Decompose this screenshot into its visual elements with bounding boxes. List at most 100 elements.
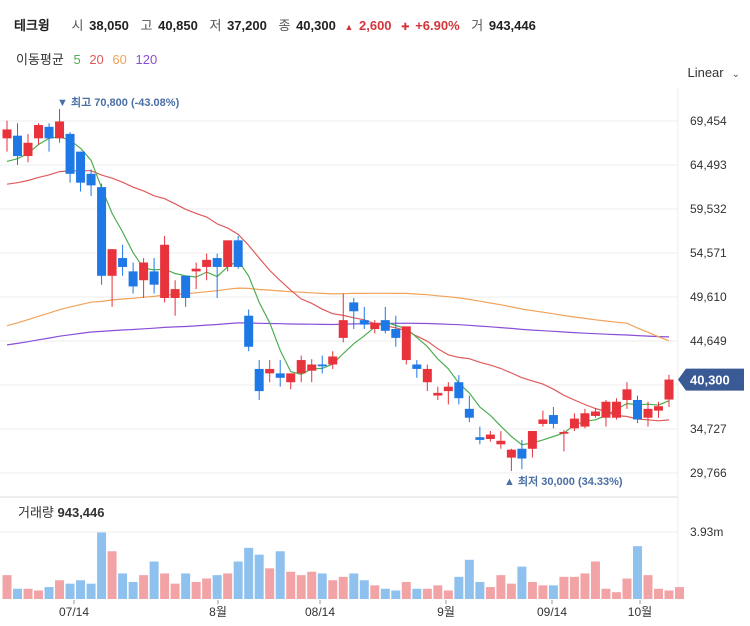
volume-bar bbox=[13, 588, 23, 599]
candle-body bbox=[202, 259, 212, 267]
candle-body bbox=[548, 415, 558, 424]
candle-body bbox=[496, 440, 506, 445]
x-tick-label: 10월 bbox=[628, 605, 652, 619]
candle-body bbox=[170, 289, 180, 298]
stock-name: 테크윙 bbox=[14, 18, 50, 33]
volume-bar bbox=[590, 561, 600, 599]
price-tick-label: 64,493 bbox=[690, 158, 727, 172]
volume-bar bbox=[55, 580, 65, 599]
candle-body bbox=[349, 302, 359, 312]
candle-body bbox=[2, 129, 12, 139]
volume-bar bbox=[433, 585, 443, 599]
scale-selector[interactable]: Linear ⌄ bbox=[687, 65, 740, 80]
candle-body bbox=[254, 368, 264, 392]
candle-body bbox=[76, 151, 86, 183]
ma20-label[interactable]: 20 bbox=[89, 52, 104, 67]
volume-bar bbox=[632, 546, 642, 599]
volume-bar bbox=[559, 576, 569, 599]
volume-bar bbox=[475, 581, 485, 599]
candle-body bbox=[107, 249, 117, 276]
candle-body bbox=[128, 271, 138, 287]
volume-bar bbox=[569, 576, 579, 599]
volume-bar bbox=[223, 573, 233, 599]
candle-body bbox=[223, 240, 233, 267]
price-tick-label: 29,766 bbox=[690, 466, 727, 480]
candle-body bbox=[370, 322, 380, 330]
volume-bar bbox=[139, 575, 149, 599]
volume-bar bbox=[401, 581, 411, 599]
volume-bar bbox=[160, 573, 170, 599]
volume-bar bbox=[601, 588, 611, 599]
volume-label: 거 bbox=[471, 18, 484, 33]
candle-body bbox=[401, 326, 411, 361]
candle-body bbox=[44, 126, 54, 139]
candle-body bbox=[34, 125, 44, 139]
current-price-badge bbox=[678, 368, 744, 391]
candle-body bbox=[632, 399, 642, 420]
up-arrow-icon: ▲ bbox=[344, 22, 354, 32]
low-value: 37,200 bbox=[227, 18, 267, 33]
candle-body bbox=[664, 379, 674, 400]
volume-bar bbox=[454, 576, 464, 599]
candle-body bbox=[328, 356, 338, 365]
volume-bar bbox=[107, 551, 117, 599]
ticker-header: 테크윙 시 38,050 고 40,850 저 37,200 종 40,300 … bbox=[14, 15, 538, 34]
candle-body bbox=[443, 386, 453, 392]
change-value: 2,600 bbox=[359, 18, 392, 33]
candle-body bbox=[433, 392, 443, 396]
volume-bar bbox=[349, 573, 359, 599]
high-value: 40,850 bbox=[158, 18, 198, 33]
candle-body bbox=[23, 142, 33, 157]
change-percent: +6.90% bbox=[415, 18, 460, 33]
ma5-label[interactable]: 5 bbox=[73, 52, 81, 67]
volume-value: 943,446 bbox=[488, 18, 536, 33]
price-tick-label: 49,610 bbox=[690, 290, 727, 304]
volume-bar bbox=[527, 581, 537, 599]
high-label: 고 bbox=[140, 18, 153, 33]
volume-bar bbox=[149, 561, 159, 599]
candle-body bbox=[55, 121, 65, 139]
open-value: 38,050 bbox=[89, 18, 129, 33]
candle-body bbox=[86, 173, 96, 186]
volume-bar bbox=[202, 578, 212, 599]
volume-bar bbox=[506, 583, 516, 599]
candle-body bbox=[538, 419, 548, 424]
volume-bar bbox=[653, 588, 663, 599]
volume-bar bbox=[664, 590, 674, 599]
moving-average-legend[interactable]: 이동평균 5 20 60 120 bbox=[16, 49, 157, 68]
volume-bar bbox=[611, 592, 621, 599]
x-tick-label: 8월 bbox=[209, 605, 227, 619]
close-value: 40,300 bbox=[296, 18, 336, 33]
open-label: 시 bbox=[71, 18, 84, 33]
volume-bar bbox=[23, 588, 33, 599]
volume-bar bbox=[286, 571, 296, 599]
volume-bar bbox=[485, 587, 495, 599]
volume-bar bbox=[34, 590, 44, 599]
volume-bar bbox=[191, 581, 201, 599]
ma120-label[interactable]: 120 bbox=[135, 52, 158, 67]
volume-axis-label: 3.93m bbox=[690, 525, 723, 539]
candle-body bbox=[286, 373, 296, 383]
price-tick-label: 34,727 bbox=[690, 422, 727, 436]
volume-bar bbox=[675, 587, 685, 599]
volume-bar bbox=[496, 575, 506, 599]
candle-body bbox=[517, 448, 527, 459]
volume-bar bbox=[328, 580, 338, 599]
volume-bar bbox=[265, 568, 275, 599]
candle-body bbox=[181, 275, 191, 298]
candle-body bbox=[118, 258, 128, 267]
candle-body bbox=[244, 315, 254, 347]
ma60-label[interactable]: 60 bbox=[112, 52, 127, 67]
volume-bar bbox=[517, 566, 527, 599]
candle-body bbox=[275, 373, 285, 378]
candle-body bbox=[643, 408, 653, 418]
volume-bar bbox=[338, 576, 348, 599]
volume-bar bbox=[170, 583, 180, 599]
price-tick-label: 44,649 bbox=[690, 334, 727, 348]
chevron-down-icon: ⌄ bbox=[731, 69, 740, 80]
candle-body bbox=[65, 133, 75, 174]
candle-body bbox=[307, 364, 317, 371]
candle-body bbox=[464, 408, 474, 418]
candle-body bbox=[611, 401, 621, 418]
